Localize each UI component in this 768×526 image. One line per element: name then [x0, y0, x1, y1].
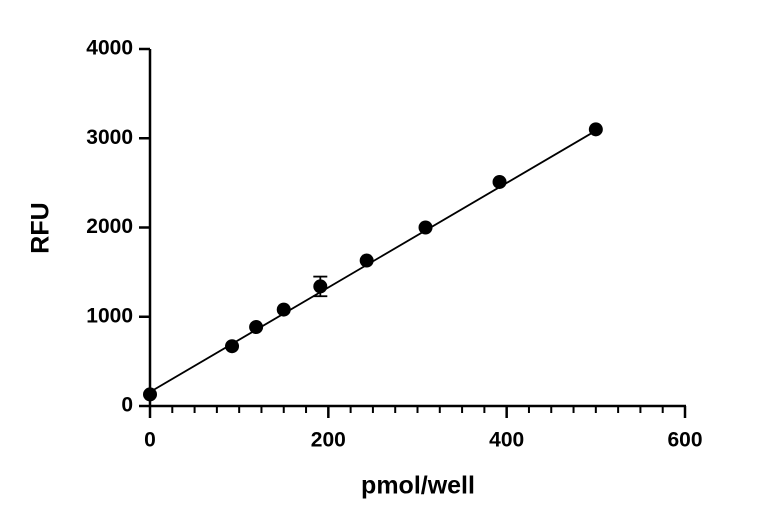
data-point [588, 122, 603, 137]
y-tick-label: 3000 [86, 126, 133, 149]
x-tick-label: 200 [311, 429, 346, 452]
y-tick-label: 2000 [86, 215, 133, 238]
data-point [276, 302, 291, 317]
data-point [143, 387, 157, 402]
data-point [313, 279, 328, 294]
x-axis-title: pmol/well [361, 472, 475, 500]
data-point [249, 320, 264, 335]
x-tick-label: 400 [489, 429, 524, 452]
data-point [225, 339, 240, 354]
y-axis-title: RFU [27, 202, 55, 253]
data-point [359, 253, 374, 268]
data-point [492, 174, 507, 189]
y-tick-label: 0 [121, 394, 133, 417]
x-tick-label: 600 [667, 429, 702, 452]
data-point [418, 220, 433, 235]
y-tick-label: 4000 [86, 37, 133, 60]
y-tick-label: 1000 [86, 304, 133, 327]
x-tick-label: 0 [144, 429, 156, 452]
